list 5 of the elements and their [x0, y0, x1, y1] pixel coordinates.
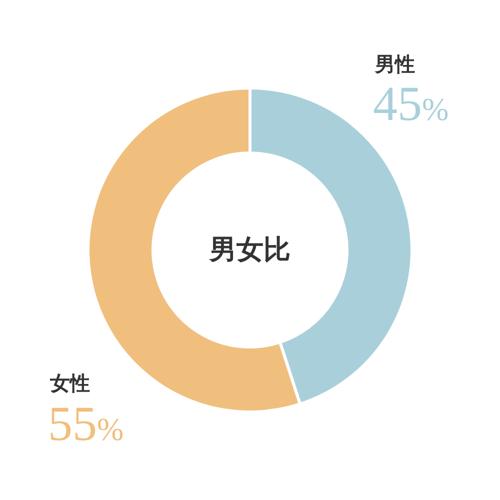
text: 男女比: [208, 234, 290, 266]
data-label: 55%: [48, 396, 124, 451]
data-label: 45%: [373, 76, 449, 131]
slice-label: 男性: [374, 52, 415, 76]
slice-label: 女性: [49, 371, 90, 395]
